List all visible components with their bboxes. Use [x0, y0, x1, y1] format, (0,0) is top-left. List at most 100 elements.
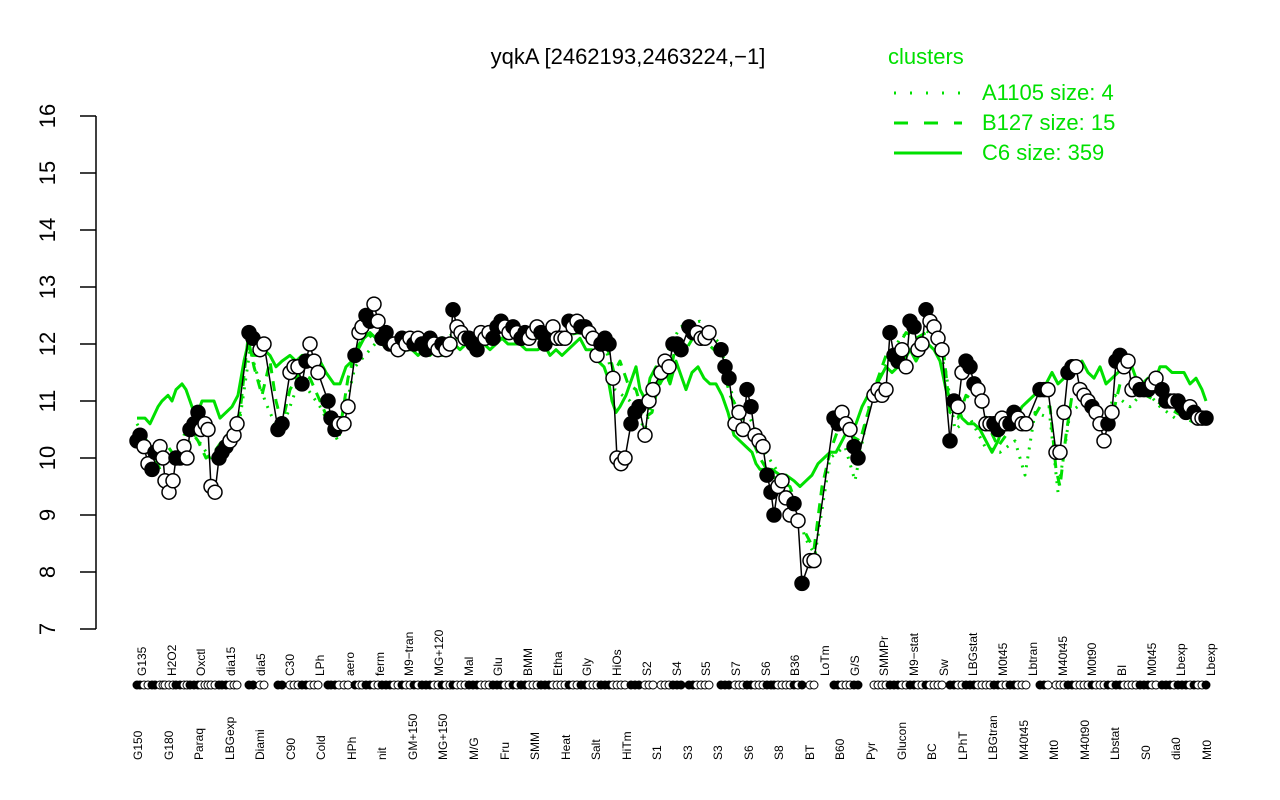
x-tick-label: Lbexp: [1174, 643, 1189, 676]
x-tick-label: HiOs: [610, 649, 625, 676]
data-point: [469, 341, 485, 358]
x-tick-label: LPhT: [955, 731, 970, 760]
data-point: [701, 324, 717, 341]
y-tick-label: 9: [35, 508, 60, 522]
data-point: [645, 381, 661, 398]
data-point: [1040, 381, 1056, 398]
x-tick-label: S2: [639, 661, 654, 676]
legend-entry-b127: B127 size: 15: [888, 108, 1115, 138]
data-point: [229, 416, 245, 432]
legend-label: B127 size: 15: [982, 110, 1116, 135]
x-tick-label: Lbstat: [1108, 727, 1123, 760]
x-tick-label: G150: [131, 730, 145, 760]
data-point: [1018, 416, 1034, 432]
data-point: [445, 302, 461, 318]
x-rug-markers: [132, 680, 1211, 690]
y-tick-label: 13: [35, 274, 60, 300]
data-point: [1056, 404, 1072, 421]
data-point: [962, 359, 978, 375]
sample-points: [129, 296, 1214, 592]
x-tick-label: S8: [772, 745, 787, 760]
data-point: [1198, 410, 1214, 426]
x-tick-label: M0t45: [996, 642, 1011, 676]
x-tick-label: M40t45: [1055, 635, 1070, 676]
x-tick-label: BT: [802, 744, 817, 760]
data-point: [1120, 353, 1136, 369]
data-point: [605, 370, 621, 386]
x-tick-label: dia15: [224, 646, 239, 676]
dashed-line-icon: [894, 121, 962, 125]
data-point: [370, 313, 386, 329]
data-point: [882, 324, 898, 341]
x-tick-label: Fru: [497, 742, 512, 760]
data-point: [721, 370, 737, 386]
data-point: [661, 359, 677, 375]
x-tick-label: SMM: [528, 732, 543, 760]
x-tick-label: Diami: [253, 729, 268, 760]
data-point: [786, 495, 802, 512]
y-tick-label: 11: [35, 389, 60, 413]
data-point: [601, 336, 617, 352]
x-tick-label: MG+120: [431, 629, 446, 676]
data-point: [144, 461, 160, 478]
x-tick-label: H2O2: [164, 644, 179, 676]
x-tick-label: M0t45: [1144, 642, 1159, 676]
data-point: [898, 359, 914, 375]
x-tick-label: LBGtran: [986, 715, 1001, 760]
x-tick-label: Mt0: [1200, 739, 1214, 760]
x-tick-label: M9−stat: [907, 632, 922, 676]
x-tick-label: S4: [669, 661, 684, 676]
x-tick-label: Lbexp: [1204, 643, 1218, 676]
data-point: [190, 404, 206, 421]
data-point: [302, 336, 318, 352]
data-point: [179, 450, 195, 466]
x-tick-label: G/S: [847, 655, 862, 676]
y-tick-label: 14: [35, 217, 60, 243]
x-tick-label: nit: [375, 747, 390, 760]
x-tick-label: Glucon: [894, 721, 909, 760]
data-point: [974, 393, 990, 409]
x-tick-label: S6: [741, 745, 756, 760]
data-point: [256, 336, 272, 352]
data-point: [743, 398, 759, 415]
legend-title: clusters: [888, 44, 964, 69]
data-point: [637, 427, 653, 443]
x-tick-label: S7: [728, 661, 743, 676]
dotted-line-icon: [894, 91, 962, 95]
x-tick-label: Heat: [558, 734, 573, 760]
x-tick-label: Lbtran: [1025, 641, 1040, 676]
data-point: [320, 393, 336, 409]
data-point: [1104, 404, 1120, 421]
x-tick-label: G135: [135, 646, 149, 676]
data-point: [442, 336, 458, 352]
y-tick-label: 15: [35, 160, 60, 186]
data-point: [366, 296, 382, 312]
x-tick-label: LBGexp: [222, 716, 237, 760]
x-tick-label: S1: [650, 745, 665, 760]
data-point: [294, 376, 310, 392]
data-point: [774, 473, 790, 489]
data-point: [759, 467, 775, 483]
data-point: [942, 433, 958, 449]
data-point: [207, 484, 223, 500]
legend-label: C6 size: 359: [982, 140, 1105, 165]
x-tick-label: aero: [342, 651, 357, 676]
data-point: [155, 450, 171, 466]
x-tick-label: C90: [283, 737, 298, 760]
data-point: [766, 507, 782, 523]
data-point: [806, 552, 822, 569]
data-point: [557, 330, 573, 347]
data-point: [894, 341, 910, 358]
x-tick-label: Sw: [936, 659, 951, 676]
x-tick-label: SMMPr: [877, 636, 892, 676]
data-point: [274, 416, 290, 432]
x-tick-label: LoTm: [817, 645, 832, 676]
x-tick-label: Gly: [580, 658, 595, 676]
data-point: [1052, 444, 1068, 461]
data-point: [794, 575, 810, 592]
x-tick-label: GM+150: [405, 713, 420, 760]
x-tick-label: B36: [788, 654, 803, 676]
x-tick-label: M9−tran: [402, 631, 417, 676]
x-tick-label: S3: [711, 745, 726, 760]
